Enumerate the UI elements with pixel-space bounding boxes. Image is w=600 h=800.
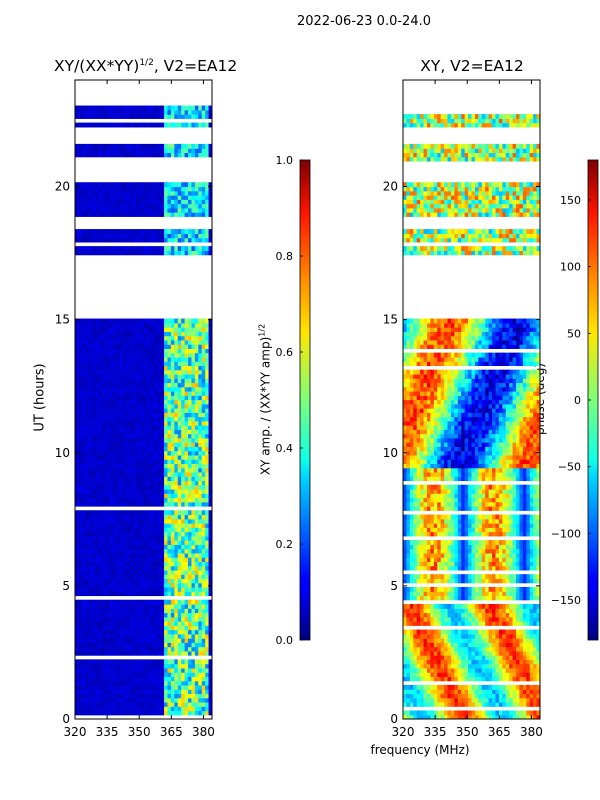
colorbar-tick-label: 0.6 — [276, 346, 294, 359]
y-tick-label: 10 — [383, 446, 398, 460]
x-tick-label: 365 — [160, 725, 183, 739]
x-tick-label: 380 — [520, 725, 543, 739]
colorbar-tick-label: 0 — [574, 394, 581, 407]
x-tick-label: 365 — [488, 725, 511, 739]
right-heatmap-image — [403, 114, 540, 719]
colorbar-tick-label: 0.8 — [276, 250, 294, 263]
left-plot-frame — [74, 79, 213, 720]
left-title-exponent: 1/2 — [139, 57, 154, 68]
y-tick-label: 15 — [383, 313, 398, 327]
y-tick-label: 0 — [390, 712, 398, 726]
left-title-text: XY/(XX*YY) — [54, 57, 140, 75]
figure-suptitle: 2022-06-23 0.0-24.0 — [297, 14, 431, 29]
x-tick-label: 320 — [392, 725, 415, 739]
colorbar-tick-label: −50 — [558, 461, 581, 474]
colorbar-tick-label: 150 — [560, 194, 581, 207]
y-tick-label: 5 — [390, 579, 398, 593]
right-plot-title: XY, V2=EA12 — [420, 57, 524, 75]
x-tick-label: 380 — [192, 725, 215, 739]
y-tick-label: 0 — [62, 712, 70, 726]
y-tick-label: 10 — [55, 446, 70, 460]
colorbar-tick-label: 1.0 — [276, 154, 294, 167]
x-tick-label: 335 — [424, 725, 447, 739]
colorbar-tick-label: 0.2 — [276, 538, 294, 551]
shared-xlabel: frequency (MHz) — [370, 743, 470, 757]
left-heatmap-image — [75, 105, 212, 716]
y-tick-label: 15 — [55, 313, 70, 327]
left-plot-title: XY/(XX*YY)1/2, V2=EA12 — [54, 57, 238, 75]
x-tick-label: 335 — [96, 725, 119, 739]
colorbar-tick-label: 50 — [567, 327, 581, 340]
colorbar-tick-label: −100 — [551, 527, 581, 540]
y-tick-label: 20 — [55, 180, 70, 194]
y-tick-label: 20 — [383, 180, 398, 194]
left-colorbar — [299, 159, 311, 641]
x-tick-label: 320 — [64, 725, 87, 739]
colorbar-tick-label: 0.4 — [276, 442, 294, 455]
right-plot-frame — [402, 79, 541, 720]
colorbar-tick-label: 100 — [560, 261, 581, 274]
left-title-suffix: , V2=EA12 — [153, 57, 238, 75]
y-tick-label: 5 — [62, 579, 70, 593]
colorbar-tick-label: −150 — [551, 594, 581, 607]
x-tick-label: 350 — [456, 725, 479, 739]
x-tick-label: 350 — [128, 725, 151, 739]
colorbar-tick-label: 0.0 — [276, 634, 294, 647]
